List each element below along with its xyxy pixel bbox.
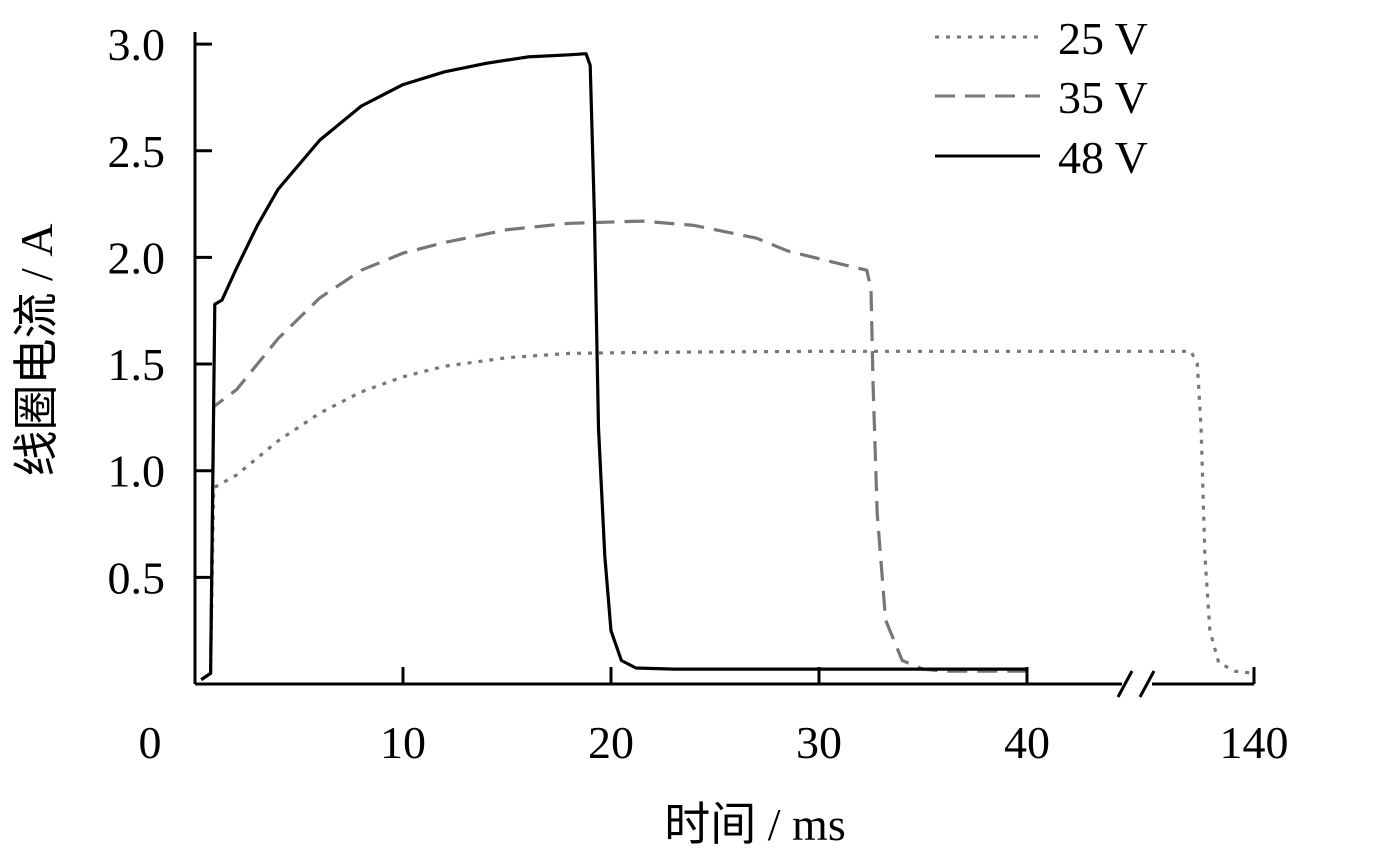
x-tick-label: 30 [796, 717, 842, 768]
legend-label-48v: 48 V [1058, 132, 1148, 183]
y-tick-label: 2.0 [108, 232, 166, 283]
legend-label-25v: 25 V [1058, 13, 1148, 64]
series-line-25v [200, 349, 1255, 682]
y-tick-label: 0.5 [108, 552, 166, 603]
y-tick-label: 1.5 [108, 339, 166, 390]
ticks: 0 10 20 30 40 140 0.5 1.0 1.5 2.0 2.5 3.0 [108, 19, 1289, 768]
x-tick-label: 140 [1220, 717, 1289, 768]
axis-break-mark [1116, 670, 1156, 698]
y-axis-title: 线圈电流 / A [11, 224, 62, 477]
legend: 25 V 35 V 48 V [935, 13, 1148, 183]
y-tick-label: 2.5 [108, 126, 166, 177]
x-axis-title: 时间 / ms [664, 799, 845, 850]
series-line-48v [200, 52, 1027, 682]
y-tick-label: 3.0 [108, 19, 166, 70]
x-tick-label: 10 [380, 717, 426, 768]
x-tick-label: 40 [1004, 717, 1050, 768]
y-tick-label: 1.0 [108, 446, 166, 497]
plot-area [200, 52, 1255, 682]
legend-label-35v: 35 V [1058, 72, 1148, 123]
series-line-35v [200, 219, 1027, 682]
x-tick-label: 0 [139, 717, 162, 768]
x-tick-label: 20 [588, 717, 634, 768]
